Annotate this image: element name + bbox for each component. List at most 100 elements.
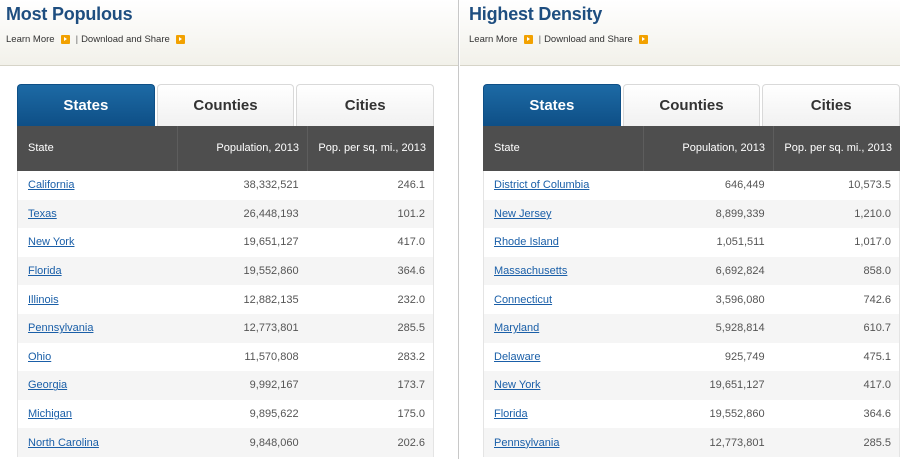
column-header-density[interactable]: Pop. per sq. mi., 2013	[773, 126, 900, 171]
table-row: Ohio 11,570,808 283.2	[18, 343, 433, 372]
arrow-right-icon[interactable]	[60, 35, 70, 44]
column-header-state[interactable]: State	[28, 142, 54, 154]
panel-title: Most Populous	[6, 4, 133, 24]
tab-cities[interactable]: Cities	[762, 84, 900, 126]
column-header-population[interactable]: Population, 2013	[643, 126, 773, 171]
table-row: California 38,332,521 246.1	[18, 171, 433, 200]
arrow-right-icon[interactable]	[638, 35, 648, 44]
density-cell: 101.2	[397, 207, 425, 220]
population-cell: 925,749	[724, 350, 765, 363]
density-cell: 364.6	[863, 408, 891, 421]
population-cell: 9,895,622	[249, 408, 299, 421]
data-table: States Counties Cities State Population,…	[483, 84, 900, 457]
download-share-link[interactable]: Download and Share	[81, 34, 170, 45]
state-link[interactable]: Michigan	[28, 408, 73, 421]
state-link[interactable]: Ohio	[28, 350, 52, 363]
density-cell: 202.6	[397, 436, 425, 449]
table-row: Illinois 12,882,135 232.0	[18, 285, 433, 314]
state-link[interactable]: Pennsylvania	[28, 322, 94, 335]
learn-more-link[interactable]: Learn More	[6, 34, 55, 45]
state-link[interactable]: Illinois	[28, 293, 59, 306]
density-cell: 417.0	[397, 236, 425, 249]
density-cell: 858.0	[863, 265, 891, 278]
table-row: Michigan 9,895,622 175.0	[18, 400, 433, 429]
density-cell: 173.7	[397, 379, 425, 392]
density-cell: 283.2	[397, 350, 425, 363]
population-cell: 3,596,080	[715, 293, 765, 306]
state-link[interactable]: Texas	[28, 207, 57, 220]
table-row: Connecticut 3,596,080 742.6	[484, 285, 899, 314]
density-cell: 1,210.0	[854, 207, 891, 220]
link-separator: |	[75, 34, 79, 45]
column-header-density[interactable]: Pop. per sq. mi., 2013	[307, 126, 434, 171]
table-row: New York 19,651,127 417.0	[18, 228, 433, 257]
state-link[interactable]: Massachusetts	[494, 265, 568, 278]
population-cell: 5,928,814	[715, 322, 765, 335]
density-cell: 232.0	[397, 293, 425, 306]
density-cell: 417.0	[863, 379, 891, 392]
state-link[interactable]: Connecticut	[494, 293, 553, 306]
state-link[interactable]: California	[28, 179, 75, 192]
state-link[interactable]: Florida	[28, 265, 62, 278]
arrow-right-icon[interactable]	[523, 35, 533, 44]
column-header-state[interactable]: State	[494, 142, 520, 154]
population-cell: 9,848,060	[249, 436, 299, 449]
state-link[interactable]: Maryland	[494, 322, 540, 335]
table-row: New York 19,651,127 417.0	[484, 371, 899, 400]
density-cell: 475.1	[863, 350, 891, 363]
population-cell: 19,552,860	[243, 265, 299, 278]
most-populous-panel: Most Populous Learn More | Download and …	[0, 0, 459, 459]
download-share-link[interactable]: Download and Share	[544, 34, 633, 45]
density-cell: 285.5	[397, 322, 425, 335]
state-link[interactable]: New York	[28, 236, 75, 249]
table-row: New Jersey 8,899,339 1,210.0	[484, 199, 899, 229]
table-row: North Carolina 9,848,060 202.6	[18, 428, 433, 457]
data-table: States Counties Cities State Population,…	[17, 84, 435, 457]
table-header: State Population, 2013 Pop. per sq. mi.,…	[483, 126, 900, 171]
state-link[interactable]: Delaware	[494, 350, 541, 363]
panel-links: Learn More | Download and Share	[469, 34, 653, 45]
population-cell: 9,992,167	[249, 379, 299, 392]
population-cell: 19,651,127	[709, 379, 765, 392]
population-cell: 19,651,127	[243, 236, 299, 249]
table-header: State Population, 2013 Pop. per sq. mi.,…	[17, 126, 434, 171]
learn-more-link[interactable]: Learn More	[469, 34, 518, 45]
arrow-right-icon[interactable]	[175, 35, 185, 44]
state-link[interactable]: New York	[494, 379, 541, 392]
state-link[interactable]: Georgia	[28, 379, 68, 392]
tab-counties[interactable]: Counties	[156, 84, 295, 126]
tab-bar: States Counties Cities	[483, 84, 900, 126]
state-link[interactable]: North Carolina	[28, 436, 99, 449]
table-row: Massachusetts 6,692,824 858.0	[484, 256, 899, 286]
density-cell: 1,017.0	[854, 236, 891, 249]
state-link[interactable]: Pennsylvania	[494, 436, 560, 449]
table-row: Delaware 925,749 475.1	[484, 343, 899, 372]
highest-density-panel: Highest Density Learn More | Download an…	[460, 0, 900, 459]
population-cell: 1,051,511	[716, 236, 765, 249]
tab-bar: States Counties Cities	[17, 84, 435, 126]
tab-states[interactable]: States	[483, 84, 621, 126]
state-link[interactable]: District of Columbia	[494, 179, 590, 192]
table-row: Florida 19,552,860 364.6	[484, 400, 899, 429]
state-link[interactable]: New Jersey	[494, 207, 552, 220]
density-cell: 246.1	[397, 179, 425, 192]
tab-cities[interactable]: Cities	[296, 84, 435, 126]
table-row: Florida 19,552,860 364.6	[18, 256, 433, 286]
state-link[interactable]: Florida	[494, 408, 528, 421]
density-cell: 285.5	[863, 436, 891, 449]
table-row: Pennsylvania 12,773,801 285.5	[18, 313, 433, 343]
panel-links: Learn More | Download and Share	[6, 34, 190, 45]
column-header-population[interactable]: Population, 2013	[177, 126, 307, 171]
tab-counties[interactable]: Counties	[622, 84, 761, 126]
population-cell: 8,899,339	[715, 207, 765, 220]
table-body: District of Columbia 646,449 10,573.5 Ne…	[483, 171, 900, 457]
state-link[interactable]: Rhode Island	[494, 236, 559, 249]
density-cell: 175.0	[397, 408, 425, 421]
density-cell: 610.7	[863, 322, 891, 335]
population-cell: 6,692,824	[715, 265, 765, 278]
population-cell: 12,773,801	[243, 322, 299, 335]
tab-states[interactable]: States	[17, 84, 155, 126]
link-separator: |	[538, 34, 542, 45]
density-cell: 742.6	[863, 293, 891, 306]
density-cell: 10,573.5	[848, 179, 891, 192]
